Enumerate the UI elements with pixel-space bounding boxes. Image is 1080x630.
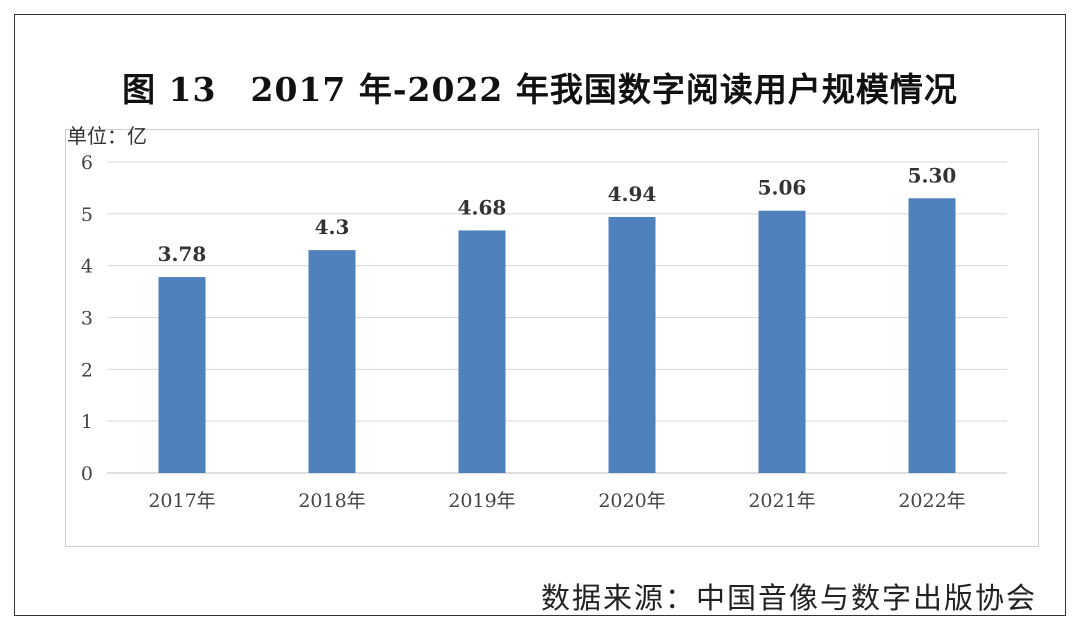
data-source: 数据来源：中国音像与数字出版协会	[540, 581, 1037, 615]
y-axis-ticks: 0 1 2 3 4 5 6	[81, 152, 93, 485]
unit-label: 单位：亿	[67, 124, 147, 148]
data-label: 4.3	[315, 215, 350, 239]
bar	[608, 216, 656, 473]
bar	[758, 210, 806, 473]
y-tick-label: 4	[81, 256, 93, 278]
y-tick-label: 6	[81, 152, 93, 174]
chart-title: 图 13 2017 年-2022 年我国数字阅读用户规模情况	[122, 70, 958, 109]
data-label: 5.30	[908, 163, 957, 187]
y-tick-label: 1	[81, 411, 93, 433]
y-tick-label: 3	[81, 308, 93, 330]
x-tick-label: 2019年	[448, 490, 515, 512]
grid-lines	[107, 161, 1007, 474]
data-label: 4.68	[458, 195, 507, 219]
y-tick-label: 2	[81, 359, 93, 381]
data-label: 3.78	[158, 242, 207, 266]
bar	[158, 277, 206, 473]
x-tick-label: 2018年	[298, 490, 365, 512]
data-label: 4.94	[608, 182, 657, 206]
y-tick-label: 0	[81, 463, 93, 485]
y-tick-label: 5	[81, 204, 93, 226]
bar	[458, 230, 506, 473]
x-tick-label: 2017年	[148, 490, 215, 512]
x-tick-label: 2021年	[748, 490, 815, 512]
bars	[158, 198, 956, 474]
data-label: 5.06	[758, 176, 807, 200]
plot-area-border	[65, 129, 1039, 547]
bar	[308, 250, 356, 473]
x-axis-ticks: 2017年 2018年 2019年 2020年 2021年 2022年	[148, 490, 965, 512]
bar	[908, 198, 956, 474]
data-labels: 3.78 4.3 4.68 4.94 5.06 5.30	[158, 163, 957, 266]
x-tick-label: 2020年	[598, 490, 665, 512]
x-tick-label: 2022年	[898, 490, 965, 512]
